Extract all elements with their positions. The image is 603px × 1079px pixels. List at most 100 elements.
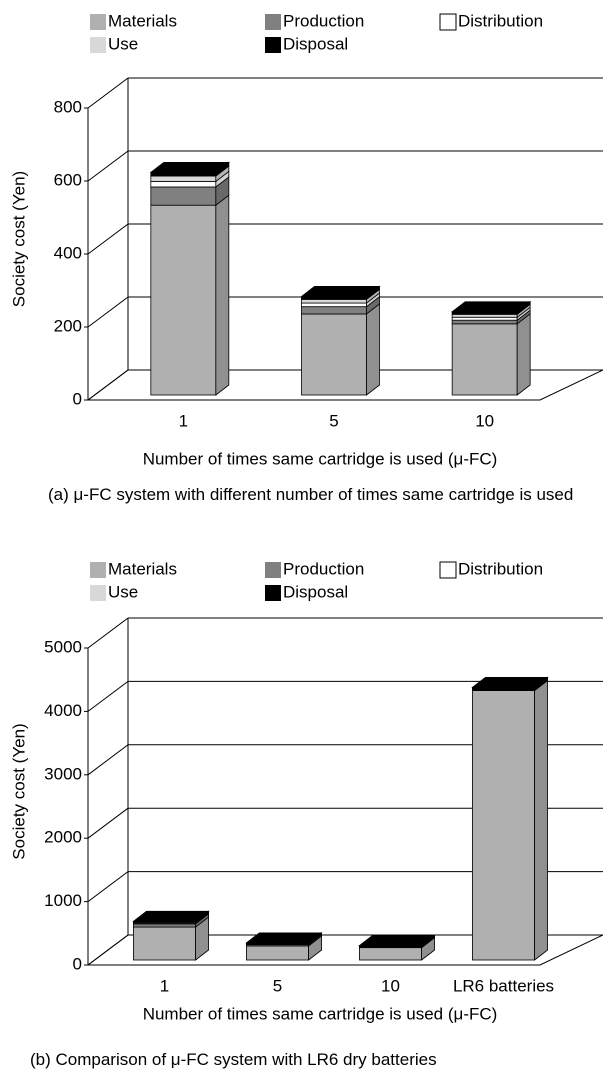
y-axis-title: Society cost (Yen) xyxy=(9,171,28,307)
chart: Materials Production Distribution Use Dispos… xyxy=(9,559,603,1023)
bar-top xyxy=(471,676,549,688)
bar-side-shade xyxy=(366,286,380,300)
legend-label: Materials xyxy=(108,559,177,578)
bar-segment xyxy=(301,313,367,396)
bar-side-shade xyxy=(517,301,531,315)
bar-segment xyxy=(472,690,535,961)
legend-label: Use xyxy=(108,34,138,53)
y-tick-label: 0 xyxy=(73,954,82,973)
legend-swatch xyxy=(90,14,106,30)
bar-segment xyxy=(451,319,518,325)
y-tick-label: 5000 xyxy=(44,637,82,656)
bar-side-shade xyxy=(366,296,380,314)
caption: (a) μ-FC system with different number of… xyxy=(48,485,574,504)
legend-label: Distribution xyxy=(458,559,543,578)
grid-diagonal xyxy=(87,680,129,712)
bar-segment xyxy=(246,945,309,961)
x-tick-label: 5 xyxy=(273,976,282,995)
legend-swatch xyxy=(265,37,281,53)
bar-side-shade xyxy=(215,162,229,176)
bar-top xyxy=(358,935,436,946)
bar-side-shade xyxy=(308,935,322,960)
bar-segment xyxy=(150,204,217,396)
bar-side-shade xyxy=(366,289,380,304)
bar-segment xyxy=(451,313,518,318)
bar-segment xyxy=(301,296,367,300)
grid-diagonal xyxy=(87,369,129,401)
grid-diagonal xyxy=(87,77,129,109)
x-tick-label: 10 xyxy=(475,411,494,430)
bar-segment xyxy=(150,171,217,177)
bar-side-shade xyxy=(517,304,531,318)
legend-label: Distribution xyxy=(458,11,543,30)
bar-side-shade xyxy=(195,917,209,960)
bar-side-shade xyxy=(215,171,229,187)
bar-segment xyxy=(451,323,518,396)
bar-top xyxy=(300,286,381,297)
grid-diagonal xyxy=(87,934,129,966)
bar-segment xyxy=(301,302,367,308)
bar-top xyxy=(245,932,323,944)
legend-swatch xyxy=(439,561,457,579)
bar-top xyxy=(450,301,532,313)
legend-swatch xyxy=(265,585,281,601)
caption: (b) Comparison of μ-FC system with LR6 d… xyxy=(30,1050,437,1069)
bar-side-shade xyxy=(534,680,548,960)
bar-side-shade xyxy=(534,677,548,691)
legend-swatch xyxy=(90,585,106,601)
bar-segment xyxy=(150,175,217,182)
legend-label: Use xyxy=(108,582,138,601)
x-tick-label: 1 xyxy=(160,976,169,995)
y-tick-label: 200 xyxy=(54,316,82,335)
legend-label: Materials xyxy=(108,11,177,30)
legend-swatch xyxy=(439,13,457,31)
x-tick-label: 10 xyxy=(381,976,400,995)
bar-side-shade xyxy=(366,303,380,395)
y-tick-label: 3000 xyxy=(44,764,82,783)
y-tick-label: 0 xyxy=(73,389,82,408)
legend-swatch xyxy=(265,562,281,578)
x-tick-label: 5 xyxy=(329,411,338,430)
bar-side-shade xyxy=(215,195,229,395)
grid-diagonal xyxy=(87,223,129,255)
bar-segment xyxy=(133,926,196,961)
bar-segment xyxy=(451,316,518,321)
bar-top xyxy=(132,910,210,922)
bar-side-shade xyxy=(215,176,229,206)
bar-segment xyxy=(472,686,535,691)
bar-side-shade xyxy=(421,937,435,960)
x-axis-title: Number of times same cartridge is used (… xyxy=(143,1004,498,1023)
y-axis-title: Society cost (Yen) xyxy=(9,723,28,859)
x-tick-label: LR6 batteries xyxy=(453,976,554,995)
grid-diagonal xyxy=(87,617,129,649)
y-tick-label: 2000 xyxy=(44,828,82,847)
bar-segment xyxy=(301,298,367,304)
legend-label: Disposal xyxy=(283,582,348,601)
chart: Materials Production Distribution Use Dispos… xyxy=(9,11,603,468)
y-tick-label: 800 xyxy=(54,97,82,116)
bar-segment xyxy=(359,947,422,961)
x-axis-title: Number of times same cartridge is used (… xyxy=(143,449,498,468)
legend-swatch xyxy=(265,14,281,30)
legend-label: Production xyxy=(283,559,364,578)
legend-label: Disposal xyxy=(283,34,348,53)
y-tick-label: 400 xyxy=(54,243,82,262)
bar-side-shade xyxy=(517,307,531,321)
bar-segment xyxy=(301,306,367,315)
bar-side-shade xyxy=(517,313,531,395)
grid-diagonal xyxy=(87,871,129,903)
legend-swatch xyxy=(90,37,106,53)
y-tick-label: 600 xyxy=(54,170,82,189)
bar-side-shade xyxy=(366,293,380,307)
bar-side-shade xyxy=(215,166,229,182)
legend-label: Production xyxy=(283,11,364,30)
bar-segment xyxy=(150,186,217,206)
grid-diagonal xyxy=(87,296,129,328)
bar-side-shade xyxy=(517,310,531,324)
bar-side-shade xyxy=(195,913,209,928)
grid-diagonal xyxy=(87,744,129,776)
x-tick-label: 1 xyxy=(179,411,188,430)
grid-diagonal xyxy=(87,150,129,182)
bar-top xyxy=(149,161,231,173)
